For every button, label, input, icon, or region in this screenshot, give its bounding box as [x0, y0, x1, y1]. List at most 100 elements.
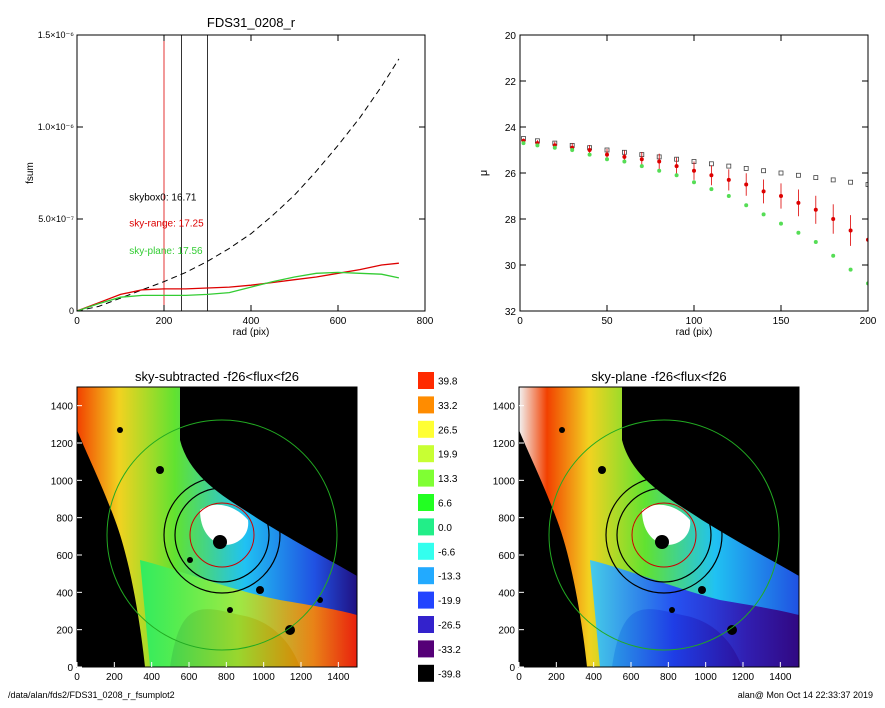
colorbar-swatch — [418, 372, 434, 389]
image-x-tick-label: 0 — [74, 672, 80, 683]
colorbar-label: 19.9 — [438, 450, 458, 461]
mu-y-tick-label: 32 — [505, 307, 517, 318]
sky-plane-panel: sky-plane -f26<flux<f26 0 200 400 600 800 100… — [493, 369, 800, 683]
mu-x-tick-label: 50 — [601, 316, 613, 327]
fsum-x-ticks: 0 200 400 600 800 — [74, 35, 434, 327]
mu-point — [622, 154, 627, 159]
mu-point — [744, 203, 749, 208]
footer-user: alan@ — [737, 690, 764, 700]
fsum-panel: FDS31_0208_r 0 200 400 600 800 0 5.0×10⁻⁷ 1.0×… — [25, 15, 434, 338]
image-y-tick-label: 400 — [498, 588, 515, 599]
image-y-tick-label: 1000 — [51, 476, 74, 487]
colorbar: 39.8 33.2 26.5 19.9 13.3 6.6 0.0 -6.6 -13.3 -19.9… — [418, 372, 461, 682]
mu-point — [761, 189, 766, 194]
mu-point — [761, 212, 766, 217]
fsum-y-tick-label: 0 — [69, 306, 74, 316]
fsum-annotation: sky-plane: 17.56 — [129, 246, 203, 257]
fsum-series-line-1 — [77, 262, 399, 311]
colorbar-label: -39.8 — [438, 669, 461, 680]
image-x-tick-label: 1000 — [253, 672, 276, 683]
colorbar-swatch — [418, 567, 434, 585]
image-y-tick-label: 0 — [509, 663, 515, 674]
mu-point — [848, 267, 853, 272]
image-x-tick-label: 200 — [106, 672, 123, 683]
sky-subtracted-panel: sky-subtracted -f26<flux<f26 0 200 400 600 8… — [51, 369, 358, 683]
image-x-tick-label: 200 — [548, 672, 565, 683]
mu-point — [709, 161, 714, 167]
mu-point — [639, 164, 644, 169]
sky-plane-x-ticks: 0 200 400 600 800 1000 1200 1400 — [516, 662, 792, 683]
mu-point — [622, 159, 627, 164]
sky-subtracted-image — [77, 387, 357, 667]
fsum-y-tick-label: 5.0×10⁻⁷ — [38, 214, 74, 224]
image-y-tick-label: 600 — [56, 551, 73, 562]
mu-point — [605, 157, 609, 162]
colorbar-label: -26.5 — [438, 621, 461, 632]
image-y-tick-label: 400 — [56, 588, 73, 599]
image-x-tick-label: 0 — [516, 672, 522, 683]
mu-point — [761, 168, 766, 174]
mu-y-tick-label: 24 — [505, 123, 517, 134]
fsum-annotation: skybox0: 16.71 — [129, 193, 197, 204]
mu-point — [813, 207, 818, 212]
sky-subtracted-x-ticks: 0 200 400 600 800 1000 1200 1400 — [74, 662, 350, 683]
fsum-title: FDS31_0208_r — [207, 15, 296, 30]
footer-file-path: /data/alan/fds2/FDS31_0208_r_fsumplot2 — [8, 690, 175, 700]
image-y-tick-label: 1400 — [51, 402, 74, 413]
mu-point — [813, 240, 818, 244]
image-x-tick-label: 1400 — [769, 672, 792, 683]
mu-point — [831, 253, 836, 258]
mu-point — [796, 200, 801, 205]
fsum-x-tick-label: 0 — [74, 316, 80, 327]
colorbar-label: -19.9 — [438, 596, 461, 607]
colorbar-label: 33.2 — [438, 401, 458, 412]
colorbar-label: -6.6 — [438, 547, 456, 558]
image-y-tick-label: 200 — [498, 626, 515, 637]
mu-point — [605, 152, 609, 157]
image-x-tick-label: 800 — [218, 672, 235, 683]
mu-y-ticks: 20 22 24 26 28 30 32 — [505, 31, 868, 318]
mu-point — [709, 187, 714, 192]
colorbar-swatch — [418, 469, 434, 487]
sky-plane-y-ticks: 0 200 400 600 800 1000 1200 1400 — [493, 402, 524, 674]
colorbar-swatch — [418, 396, 434, 414]
image-x-tick-label: 400 — [143, 672, 160, 683]
mu-point — [587, 148, 592, 152]
fsum-y-tick-label: 1.0×10⁻⁶ — [38, 122, 75, 132]
mu-point — [796, 230, 801, 235]
mu-point — [692, 180, 696, 185]
fsum-x-label: rad (pix) — [233, 327, 270, 338]
image-y-tick-label: 1200 — [51, 439, 74, 450]
colorbar-label: 13.3 — [438, 474, 458, 485]
mu-point — [657, 168, 662, 173]
fsum-y-tick-label: 1.5×10⁻⁶ — [38, 30, 75, 40]
fsum-y-label: fsum — [25, 162, 36, 184]
colorbar-swatch — [418, 640, 434, 658]
mu-point — [778, 170, 784, 176]
mu-point — [639, 157, 644, 162]
footer-timestamp: Mon Oct 14 22:33:37 2019 — [766, 690, 873, 700]
mu-x-ticks: 0 50 100 150 200 — [517, 35, 877, 327]
colorbar-swatch — [418, 591, 434, 609]
image-y-tick-label: 800 — [56, 514, 73, 525]
mu-point — [535, 143, 540, 148]
mu-point — [709, 173, 714, 178]
mu-y-tick-label: 26 — [505, 169, 517, 180]
colorbar-label: 0.0 — [438, 523, 452, 534]
mu-point — [674, 164, 679, 169]
image-y-tick-label: 0 — [67, 663, 73, 674]
mu-x-tick-label: 150 — [773, 316, 790, 327]
mu-point — [674, 173, 679, 178]
image-x-tick-label: 800 — [660, 672, 677, 683]
colorbar-swatch — [418, 445, 434, 463]
mu-point — [779, 194, 783, 198]
fsum-axes-frame — [76, 34, 426, 312]
mu-point — [692, 168, 696, 173]
fsum-x-tick-label: 200 — [156, 316, 173, 327]
mu-point — [848, 228, 853, 233]
mu-point — [521, 141, 526, 146]
image-y-tick-label: 800 — [498, 514, 515, 525]
image-x-tick-label: 1200 — [290, 672, 313, 683]
sky-subtracted-title: sky-subtracted -f26<flux<f26 — [135, 369, 299, 384]
mu-y-tick-label: 30 — [505, 261, 517, 272]
